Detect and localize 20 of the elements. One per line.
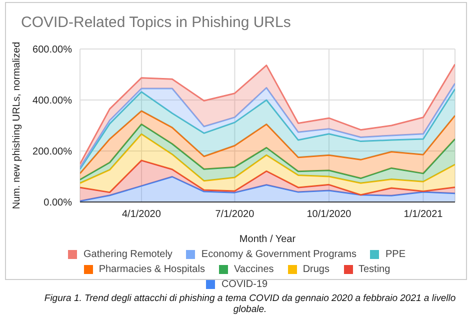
x-tick-label: 1/1/2021: [404, 209, 444, 220]
y-tick-label: 400.00%: [32, 96, 72, 107]
legend-label: Pharmacies & Hospitals: [98, 264, 205, 275]
y-tick-label: 600.00%: [32, 44, 72, 56]
y-axis-title: Num. new phishing URLs, normalized: [12, 42, 23, 210]
x-axis-title: Month / Year: [239, 234, 296, 245]
legend-label: COVID-19: [220, 279, 268, 290]
x-tick-label: 4/1/2020: [122, 209, 162, 220]
text: Figura 1. Trend degli attacchi di phishing a tema COVID da gennaio 2020 a febbraio 2021 a livello globale.: [43, 293, 457, 315]
chart-title: COVID-Related Topics in Phishing URLs: [21, 14, 291, 31]
legend-label: PPE: [384, 249, 406, 260]
legend-label: Gathering Remotely: [82, 249, 172, 260]
y-tick-label: 0.00%: [44, 198, 72, 209]
legend-label: Testing: [358, 264, 390, 275]
legend-label: Drugs: [302, 264, 330, 275]
x-tick-label: 7/1/2020: [215, 209, 255, 220]
x-tick-label: 10/1/2020: [306, 209, 352, 220]
legend-label: Vaccines: [232, 264, 274, 275]
legend-label: Economy & Government Programs: [200, 249, 356, 260]
y-tick-label: 200.00%: [32, 146, 72, 158]
